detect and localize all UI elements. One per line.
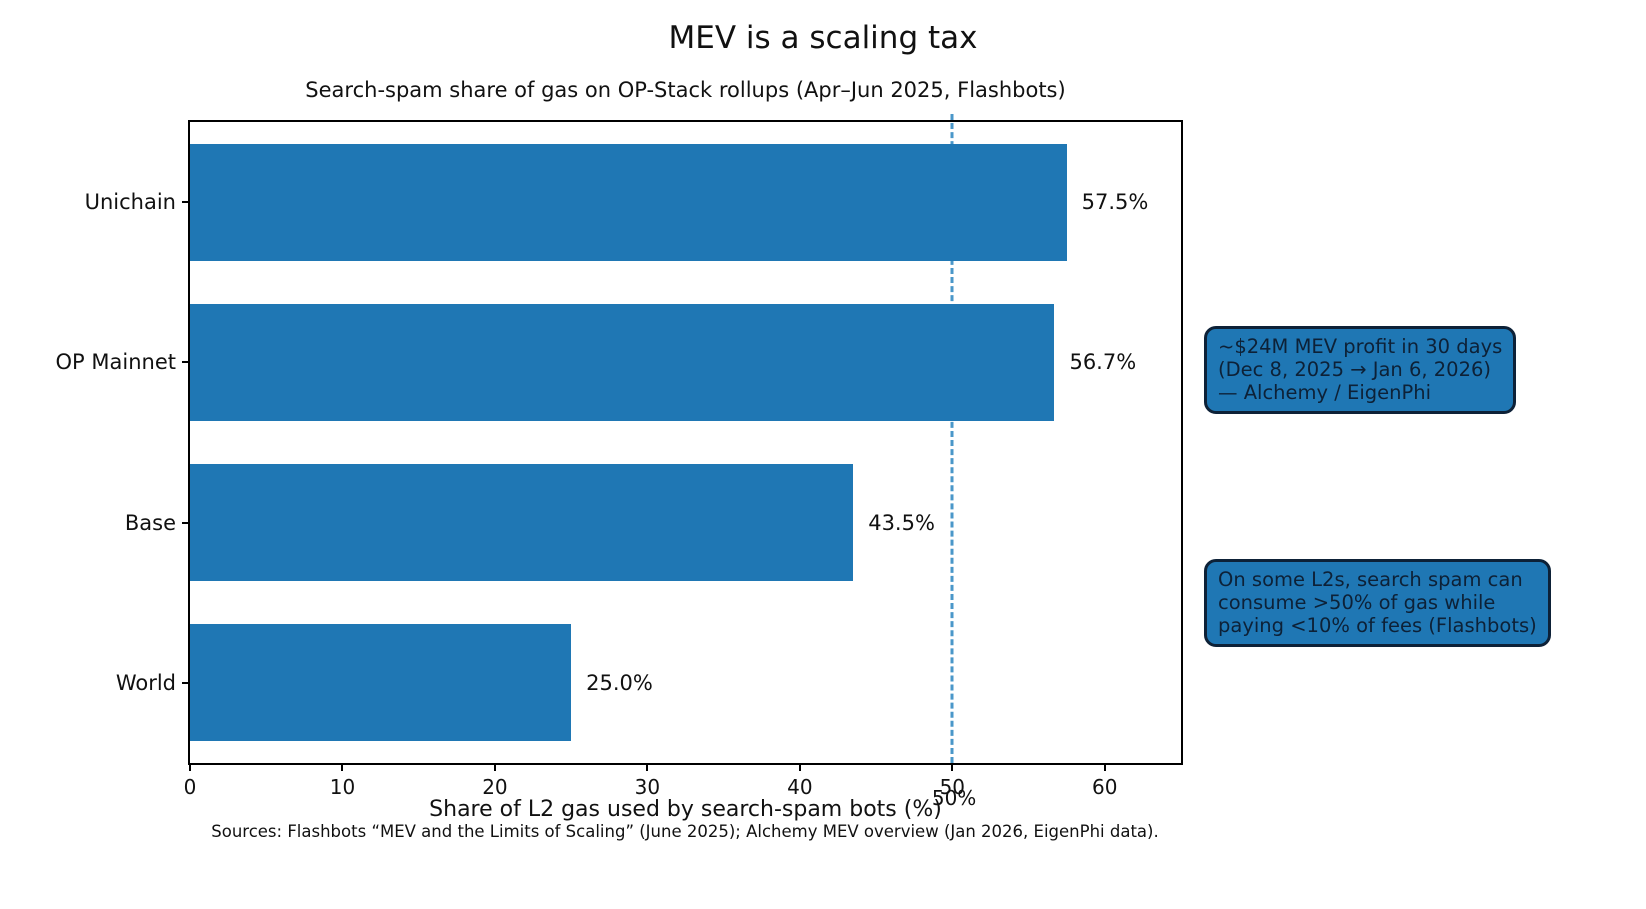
y-tick-label: Unichain bbox=[84, 190, 176, 215]
bar-base bbox=[190, 464, 854, 582]
bar-series: Unichain 57.5% OP Mainnet 56.7% Base 43.5% Wor… bbox=[56, 122, 1181, 763]
x-axis-label: Share of L2 gas used by search-spam bots… bbox=[429, 797, 942, 822]
chart-title: MEV is a scaling tax bbox=[668, 20, 978, 56]
bar-unichain bbox=[190, 143, 1067, 261]
x-tick-label: 50 bbox=[939, 775, 966, 799]
bar-value-label: 25.0% bbox=[586, 670, 653, 695]
y-tick-label: World bbox=[115, 670, 176, 695]
plot-area: Unichain 57.5% OP Mainnet 56.7% Base 43.5% Wor… bbox=[56, 114, 1183, 810]
bar-row-base: Base 43.5% bbox=[125, 443, 1181, 603]
x-tick-label: 0 bbox=[183, 775, 197, 799]
x-tick-mark bbox=[1103, 763, 1106, 771]
x-tick-mark bbox=[646, 763, 649, 771]
x-tick-mark bbox=[798, 763, 801, 771]
y-tick-mark bbox=[182, 201, 190, 204]
bar-row-op-mainnet: OP Mainnet 56.7% bbox=[56, 282, 1181, 442]
y-tick-label: Base bbox=[124, 510, 176, 535]
bar-world bbox=[190, 624, 572, 742]
reference-line-50pct bbox=[950, 114, 954, 763]
callout-search-spam: On some L2s, search spam can consume >50… bbox=[1204, 559, 1551, 648]
x-tick-mark bbox=[493, 763, 496, 771]
bar-value-label: 56.7% bbox=[1069, 350, 1137, 375]
reference-line-label: 50% bbox=[931, 786, 977, 810]
bar-row-world: World 25.0% bbox=[116, 603, 1181, 763]
y-tick-label: OP Mainnet bbox=[55, 350, 176, 375]
chart-subtitle: Search-spam share of gas on OP-Stack rol… bbox=[305, 78, 1066, 102]
x-tick-label: 40 bbox=[787, 775, 813, 799]
x-tick-label: 30 bbox=[634, 775, 661, 799]
y-tick-mark bbox=[182, 681, 190, 684]
y-tick-mark bbox=[182, 521, 190, 524]
x-tick-label: 10 bbox=[329, 775, 356, 799]
x-tick-mark bbox=[189, 763, 191, 771]
bar-value-label: 43.5% bbox=[868, 510, 935, 535]
y-tick-mark bbox=[182, 361, 190, 364]
x-tick-label: 60 bbox=[1092, 775, 1118, 799]
bar-value-label: 57.5% bbox=[1081, 190, 1149, 215]
x-tick-mark bbox=[341, 763, 344, 771]
callout-mev-profit: ~$24M MEV profit in 30 days (Dec 8, 2025… bbox=[1204, 326, 1517, 415]
x-tick-label: 20 bbox=[482, 775, 508, 799]
bar-op-mainnet bbox=[190, 303, 1055, 421]
source-note: Sources: Flashbots “MEV and the Limits o… bbox=[211, 822, 1159, 841]
bar-row-unichain: Unichain 57.5% bbox=[85, 122, 1181, 282]
x-tick-mark bbox=[951, 763, 954, 771]
